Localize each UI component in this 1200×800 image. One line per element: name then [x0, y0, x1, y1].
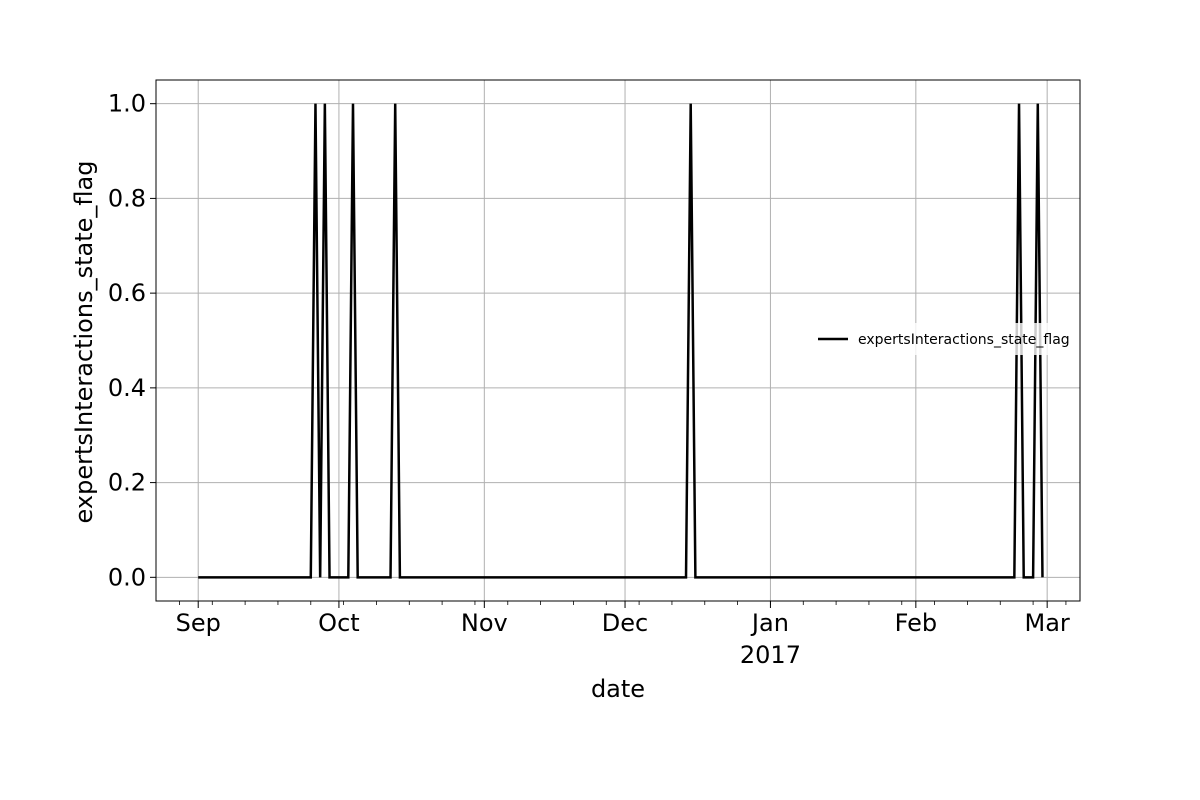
- x-axis-title: date: [591, 675, 645, 703]
- legend-label: expertsInteractions_state_flag: [858, 332, 1070, 348]
- x-tick-label: Sep: [176, 609, 221, 637]
- plot-frame: [155, 79, 1081, 602]
- x-tick-label: Oct: [318, 609, 360, 637]
- legend: expertsInteractions_state_flag: [808, 323, 1074, 355]
- series-layer: [198, 103, 1044, 579]
- x-axis: Sep Oct Nov Dec Jan 2017 Feb Mar: [176, 601, 1070, 669]
- x-tick-sublabel: 2017: [740, 641, 801, 669]
- series-line: [198, 103, 1044, 579]
- y-tick-label: 0.4: [108, 374, 146, 402]
- x-tick-label: Dec: [602, 609, 648, 637]
- y-tick-label: 0.6: [108, 279, 146, 307]
- legend-box: [808, 323, 1074, 355]
- x-tick-label: Jan: [750, 609, 789, 637]
- y-tick-label: 0.0: [108, 563, 146, 591]
- y-tick-label: 0.2: [108, 469, 146, 497]
- x-tick-label: Mar: [1025, 609, 1070, 637]
- y-tick-label: 1.0: [108, 90, 146, 118]
- y-tick-label: 0.8: [108, 184, 146, 212]
- y-axis-title: expertsInteractions_state_flag: [70, 161, 98, 524]
- x-tick-label: Feb: [895, 609, 938, 637]
- y-axis: 0.0 0.2 0.4 0.6 0.8 1.0: [108, 90, 156, 591]
- x-tick-label: Nov: [461, 609, 508, 637]
